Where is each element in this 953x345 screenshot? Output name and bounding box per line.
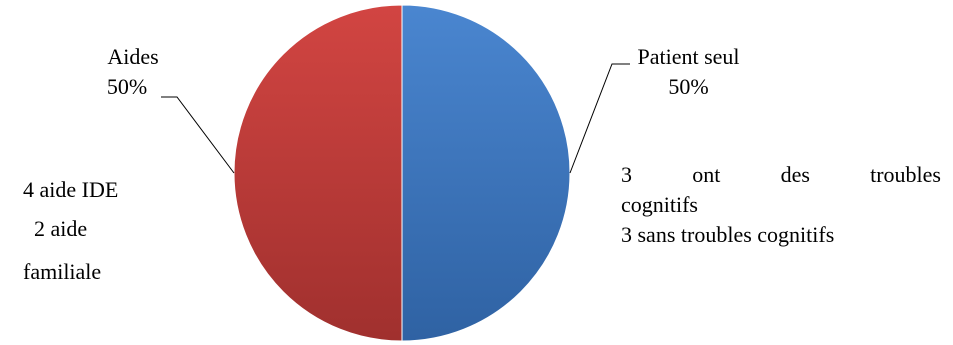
slice-name: Aides [107,44,159,69]
left-annotation-line-3: familiale [23,259,102,284]
right-annotation-line-1: 3 ont des troubles [621,162,941,187]
pie-slice-patient-seul [401,4,571,342]
slice-name: Patient seul [637,44,740,69]
slice-percent: 50% [668,74,709,99]
leader-line-aides [161,96,235,174]
leader-line-patient-seul [569,63,630,174]
right-annotation: 3 ont des troubles cognitifs 3 sans trou… [621,160,941,250]
right-annotation-line-3: 3 sans troubles cognitifs [621,222,835,247]
left-annotation-line-2: 2 aide [34,216,88,241]
pie-slice-aides [233,4,403,342]
slice-label-patient-seul: Patient seul 50% [626,42,751,102]
right-annotation-line-2: cognitifs [621,192,698,217]
slice-label-aides: Aides 50% [88,42,178,102]
slice-percent: 50% [106,74,148,99]
left-annotation-line-1: 4 aide IDE [23,177,119,202]
